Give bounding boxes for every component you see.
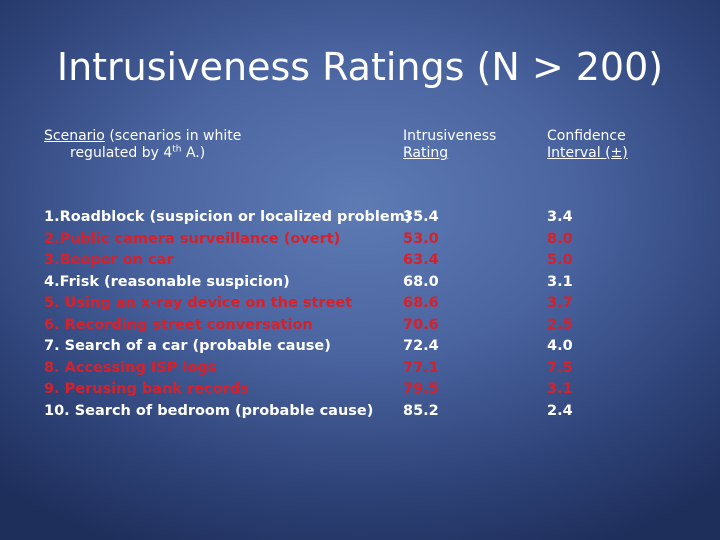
header-scenario: Scenario (scenarios in white regulated b… [44, 128, 384, 162]
row-scenario: 5. Using an x-ray device on the street [44, 295, 353, 311]
header-confidence: Confidence Interval (±) [547, 128, 687, 162]
header-rating: Intrusiveness Rating [403, 128, 533, 162]
row-ci: 3.4 [547, 209, 573, 225]
header-scenario-note-2-post: A.) [181, 145, 206, 161]
header-scenario-note-2-sup: th [172, 144, 182, 155]
header-rating-line2: Rating [403, 145, 449, 161]
table-row: 10. Search of bedroom (probable cause) 8… [0, 401, 720, 423]
table-row: 4.Frisk (reasonable suspicion) 68.0 3.1 [0, 272, 720, 294]
row-rating: 68.0 [403, 273, 439, 290]
slide-title: Intrusiveness Ratings (N > 200) [56, 45, 664, 89]
header-conf-line1: Confidence [547, 128, 626, 144]
header-scenario-label: Scenario [44, 128, 105, 144]
row-rating: 77.1 [403, 359, 439, 376]
row-ci: 2.4 [547, 402, 573, 419]
header-conf-line2: Interval (±) [547, 145, 628, 161]
row-scenario: 2.Public camera surveillance (overt) [44, 230, 341, 247]
row-ci: 5.0 [547, 252, 573, 268]
row-scenario: 4.Frisk (reasonable suspicion) [44, 273, 290, 290]
header-scenario-note-1: (scenarios in white [109, 128, 242, 144]
row-rating: 63.4 [403, 252, 439, 268]
row-scenario: 1.Roadblock (suspicion or localized prob… [44, 209, 412, 225]
table-row: 7. Search of a car (probable cause) 72.4… [0, 336, 720, 358]
table-row: 8. Accessing ISP logs 77.1 7.5 [0, 358, 720, 380]
row-rating: 53.0 [403, 230, 439, 247]
row-rating: 72.4 [403, 338, 439, 354]
row-rating: 85.2 [403, 402, 439, 419]
row-ci: 7.5 [547, 359, 573, 376]
row-scenario: 9. Perusing bank records [44, 381, 249, 397]
row-ci: 3.1 [547, 273, 573, 290]
table-row: 9. Perusing bank records 79.5 3.1 [0, 379, 720, 401]
row-ci: 4.0 [547, 338, 573, 354]
row-rating: 70.6 [403, 316, 439, 333]
row-scenario: 10. Search of bedroom (probable cause) [44, 402, 374, 419]
row-rating: 79.5 [403, 381, 439, 397]
table-row: 1.Roadblock (suspicion or localized prob… [0, 207, 720, 229]
header-scenario-note-2: regulated by 4th A.) [44, 145, 384, 162]
row-scenario: 6. Recording street conversation [44, 316, 313, 333]
row-ci: 3.7 [547, 295, 573, 311]
row-ci: 8.0 [547, 230, 573, 247]
row-scenario: 7. Search of a car (probable cause) [44, 338, 331, 354]
row-rating: 35.4 [403, 209, 439, 225]
row-scenario: 8. Accessing ISP logs [44, 359, 217, 376]
table-row: 2.Public camera surveillance (overt) 53.… [0, 229, 720, 251]
row-rating: 68.6 [403, 295, 439, 311]
row-ci: 2.5 [547, 316, 573, 333]
row-scenario: 3.Beeper on car [44, 252, 174, 268]
ratings-table: 1.Roadblock (suspicion or localized prob… [0, 207, 720, 422]
header-rating-line1: Intrusiveness [403, 128, 497, 144]
table-row: 5. Using an x-ray device on the street 6… [0, 293, 720, 315]
table-row: 3.Beeper on car 63.4 5.0 [0, 250, 720, 272]
table-row: 6. Recording street conversation 70.6 2.… [0, 315, 720, 337]
header-scenario-note-2-pre: regulated by 4 [70, 145, 173, 161]
row-ci: 3.1 [547, 381, 573, 397]
